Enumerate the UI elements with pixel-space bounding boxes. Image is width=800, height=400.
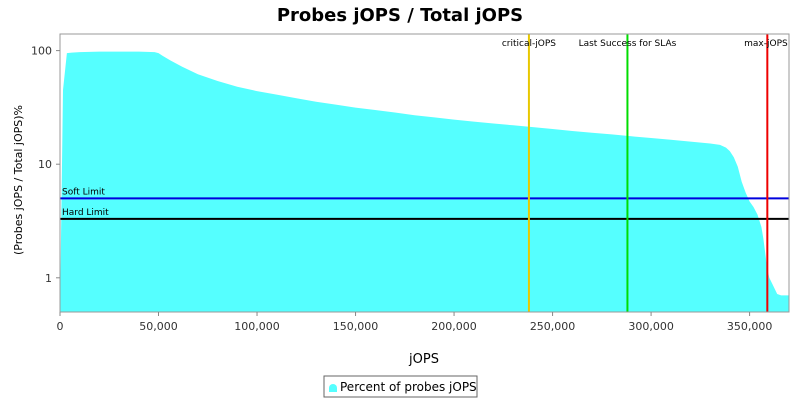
legend-swatch [329, 384, 337, 392]
x-axis-label: jOPS [408, 352, 439, 367]
chart-title: Probes jOPS / Total jOPS [277, 5, 523, 26]
hline-label-0: Soft Limit [62, 187, 105, 197]
vline-label-0: critical-jOPS [502, 39, 556, 49]
x-tick-label-6: 300,000 [628, 320, 674, 333]
y-tick-label-1: 10 [38, 158, 52, 171]
plot-border [59, 33, 790, 313]
x-tick-label-5: 250,000 [530, 320, 576, 333]
x-tick-label-0: 0 [57, 320, 64, 333]
x-tick-label-4: 200,000 [431, 320, 477, 333]
legend-box [323, 375, 478, 398]
y-tick-label-2: 100 [31, 45, 52, 58]
x-tick-label-2: 100,000 [234, 320, 280, 333]
area-series [60, 51, 789, 312]
vline-label-1: Last Success for SLAs [579, 39, 677, 49]
vline-label-2: max-jOPS [744, 39, 788, 49]
area-series-0 [60, 51, 789, 312]
y-axis: 1 10 100 [31, 45, 60, 285]
legend-label: Percent of probes jOPS [340, 380, 477, 394]
x-axis: 0 50,000 100,000 150,000 200,000 250,000 300,0… [57, 312, 773, 333]
hline-label-1: Hard Limit [62, 208, 109, 218]
legend: Percent of probes jOPS [323, 375, 478, 398]
markers: Soft Limit Hard Limit critical-jOPS Last Su… [60, 34, 789, 312]
x-tick-label-1: 50,000 [139, 320, 178, 333]
x-tick-label-3: 150,000 [333, 320, 379, 333]
y-tick-label-0: 1 [45, 272, 52, 285]
y-axis-label: (Probes jOPS / Total jOPS)% [12, 105, 25, 255]
x-tick-label-7: 350,000 [727, 320, 773, 333]
